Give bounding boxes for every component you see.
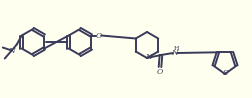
Text: S: S bbox=[222, 69, 228, 77]
Text: O: O bbox=[96, 31, 102, 39]
Text: O: O bbox=[157, 68, 163, 76]
Text: H: H bbox=[173, 45, 179, 50]
Text: N: N bbox=[171, 49, 177, 57]
Text: N: N bbox=[145, 53, 151, 61]
Text: N: N bbox=[8, 46, 15, 54]
